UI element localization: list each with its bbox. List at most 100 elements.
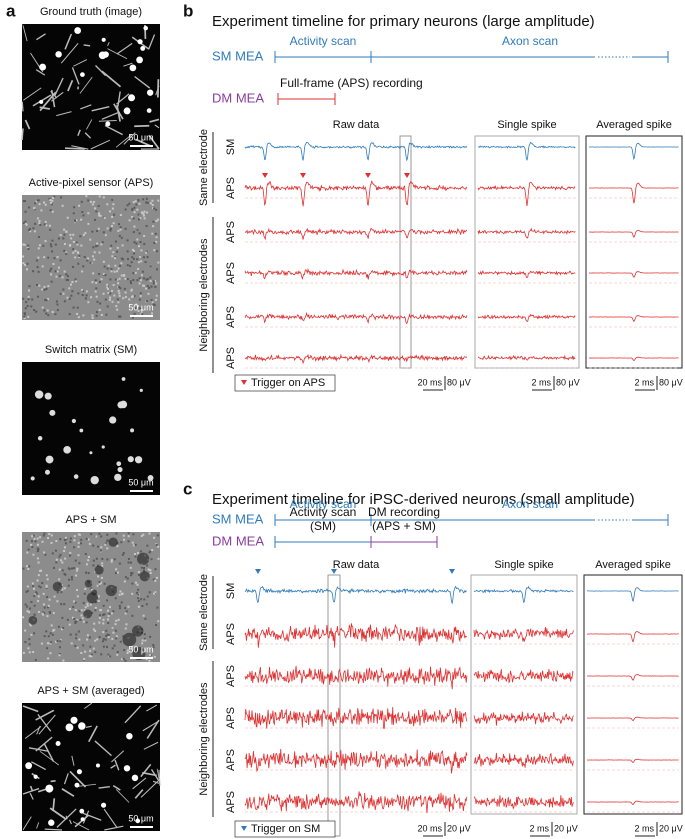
trace: [588, 315, 679, 322]
neurite: [94, 740, 112, 757]
noise: [140, 211, 143, 214]
panel-title: Experiment timeline for primary neurons …: [212, 13, 595, 30]
noise: [104, 543, 107, 546]
noise: [96, 229, 99, 232]
neurite: [143, 741, 159, 750]
noise: [63, 233, 66, 236]
activity-scan: Activity scan: [290, 497, 357, 511]
noise: [102, 637, 105, 640]
legend-text: Trigger on APS: [251, 377, 325, 389]
noise: [109, 210, 112, 213]
noise: [105, 313, 108, 316]
noise: [27, 567, 30, 570]
noise: [85, 563, 88, 566]
noise: [80, 614, 83, 617]
noise: [106, 203, 109, 206]
trace: [244, 142, 468, 162]
neurite: [150, 769, 160, 782]
noise: [76, 312, 79, 315]
noise: [22, 297, 25, 300]
noise: [111, 207, 114, 210]
axon-scan: Axon scan: [502, 497, 558, 511]
noise: [32, 587, 35, 590]
noise: [156, 534, 159, 537]
noise: [117, 282, 120, 285]
noise: [57, 625, 60, 628]
micrograph: [22, 702, 161, 831]
neurite: [22, 816, 32, 831]
noise: [55, 300, 58, 303]
noise: [87, 301, 90, 304]
noise: [91, 203, 94, 206]
column-header: Raw data: [333, 119, 380, 131]
scale-volt-label: 80 μV: [659, 377, 683, 387]
noise: [45, 287, 48, 290]
noise: [137, 218, 140, 221]
noise: [131, 316, 134, 319]
noise: [97, 575, 100, 578]
trace: [587, 800, 679, 805]
noise: [152, 578, 155, 581]
noise: [48, 612, 51, 615]
noise: [56, 256, 59, 259]
noise: [28, 565, 31, 568]
noise: [116, 308, 119, 311]
noise: [93, 251, 96, 254]
neurite: [98, 785, 110, 789]
noise: [63, 550, 66, 553]
noise: [51, 210, 54, 213]
noise: [128, 202, 131, 205]
noise: [35, 592, 38, 595]
noise: [85, 195, 88, 198]
noise: [87, 538, 90, 541]
noise: [43, 612, 46, 615]
noise: [154, 591, 157, 594]
noise: [72, 251, 75, 254]
noise: [49, 228, 52, 231]
noise: [137, 267, 140, 270]
noise: [118, 593, 121, 596]
cell: [30, 476, 35, 481]
soma: [140, 45, 146, 51]
noise: [105, 635, 108, 638]
noise: [41, 288, 44, 291]
noise: [124, 296, 127, 299]
noise: [120, 541, 123, 544]
noise: [44, 203, 47, 206]
noise: [58, 274, 61, 277]
noise: [118, 562, 121, 565]
noise: [35, 259, 38, 262]
noise: [30, 305, 33, 308]
noise: [26, 246, 29, 249]
neurite: [22, 787, 40, 795]
noise: [76, 567, 79, 570]
noise: [50, 273, 53, 276]
noise: [51, 633, 54, 636]
noise: [110, 268, 113, 271]
noise: [87, 556, 90, 559]
noise: [112, 284, 115, 287]
cell: [130, 428, 135, 433]
noise: [94, 279, 97, 282]
noise: [118, 294, 121, 297]
noise: [101, 557, 104, 560]
noise: [106, 599, 109, 602]
row-label: APS: [225, 749, 237, 771]
noise: [55, 640, 58, 643]
noise: [115, 305, 118, 308]
noise: [127, 535, 130, 538]
noise: [67, 567, 70, 570]
soma: [129, 64, 137, 72]
soma: [123, 107, 131, 115]
noise: [102, 292, 105, 295]
neurite: [123, 62, 133, 67]
noise: [152, 643, 155, 646]
noise: [144, 617, 147, 620]
noise: [58, 654, 61, 657]
noise: [44, 553, 47, 556]
noise: [24, 641, 27, 644]
noise: [124, 659, 127, 662]
noise: [80, 200, 83, 203]
noise: [146, 285, 149, 288]
micrograph: [22, 195, 160, 320]
